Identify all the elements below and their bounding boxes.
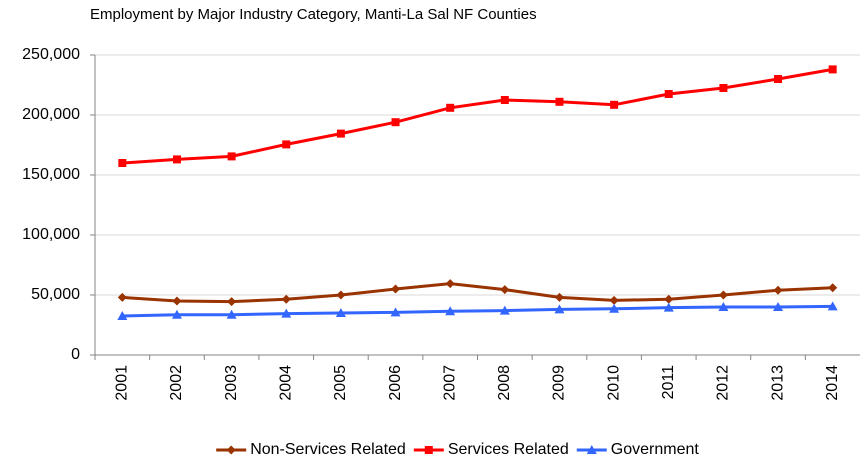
marker [172, 296, 182, 306]
marker [391, 284, 401, 294]
marker [500, 96, 509, 104]
legend: Non-Services Related Services Related Gove… [216, 441, 699, 458]
marker [719, 84, 728, 92]
marker [335, 308, 346, 317]
legend-marker [586, 445, 597, 454]
marker [117, 311, 128, 320]
x-tick-label: 2004 [277, 365, 294, 401]
y-tick-label: 200,000 [22, 106, 80, 123]
marker [554, 304, 565, 314]
marker [172, 155, 181, 164]
x-tick-label: 2002 [168, 365, 185, 401]
marker [445, 279, 455, 289]
marker [609, 295, 619, 305]
series-line [122, 304, 833, 318]
marker [499, 305, 510, 315]
marker [391, 118, 400, 127]
x-tick-label: 2012 [715, 365, 732, 401]
marker [718, 302, 729, 311]
marker [828, 65, 837, 74]
x-tick-label: 2011 [660, 365, 677, 400]
marker [828, 283, 838, 293]
marker [226, 309, 237, 319]
marker [773, 285, 783, 295]
x-tick-label: 2009 [551, 365, 568, 401]
marker [336, 129, 345, 138]
legend-label: Government [611, 441, 700, 458]
marker [171, 309, 182, 319]
marker [281, 308, 292, 318]
y-tick-label: 100,000 [22, 226, 80, 243]
marker [664, 90, 673, 98]
marker [390, 307, 401, 317]
x-tick-label: 2006 [387, 365, 404, 401]
marker [446, 103, 455, 112]
legend-marker [226, 445, 236, 455]
y-tick-label: 250,000 [22, 46, 80, 63]
marker [610, 100, 619, 109]
y-tick-label: 150,000 [22, 166, 80, 183]
x-tick-label: 2013 [769, 365, 786, 401]
series-line [122, 282, 833, 304]
legend-marker [424, 446, 433, 454]
marker [445, 306, 456, 316]
marker [663, 302, 674, 312]
marker [555, 97, 564, 106]
x-tick-label: 2010 [605, 365, 622, 401]
marker [773, 302, 784, 311]
y-tick-label: 0 [71, 346, 80, 363]
marker [827, 301, 838, 311]
marker [117, 292, 127, 302]
legend-label: Services Related [448, 441, 569, 458]
x-tick-label: 2007 [441, 365, 458, 401]
marker [281, 294, 291, 304]
x-tick-label: 2003 [223, 365, 240, 401]
marker [774, 75, 783, 83]
marker [118, 159, 127, 167]
x-tick-label: 2014 [824, 365, 841, 401]
marker [227, 152, 236, 161]
marker [500, 285, 510, 295]
x-tick-label: 2005 [332, 365, 349, 401]
marker [227, 297, 237, 307]
legend-label: Non-Services Related [250, 441, 406, 458]
marker [282, 140, 291, 149]
chart-title: Employment by Major Industry Category, M… [90, 6, 537, 23]
marker [718, 290, 728, 300]
x-tick-label: 2008 [496, 365, 513, 401]
marker [609, 303, 620, 313]
series-line [122, 67, 833, 165]
marker [336, 290, 346, 300]
marker [664, 294, 674, 304]
y-tick-label: 50,000 [31, 286, 80, 303]
marker [554, 292, 564, 302]
x-tick-label: 2001 [114, 365, 131, 401]
